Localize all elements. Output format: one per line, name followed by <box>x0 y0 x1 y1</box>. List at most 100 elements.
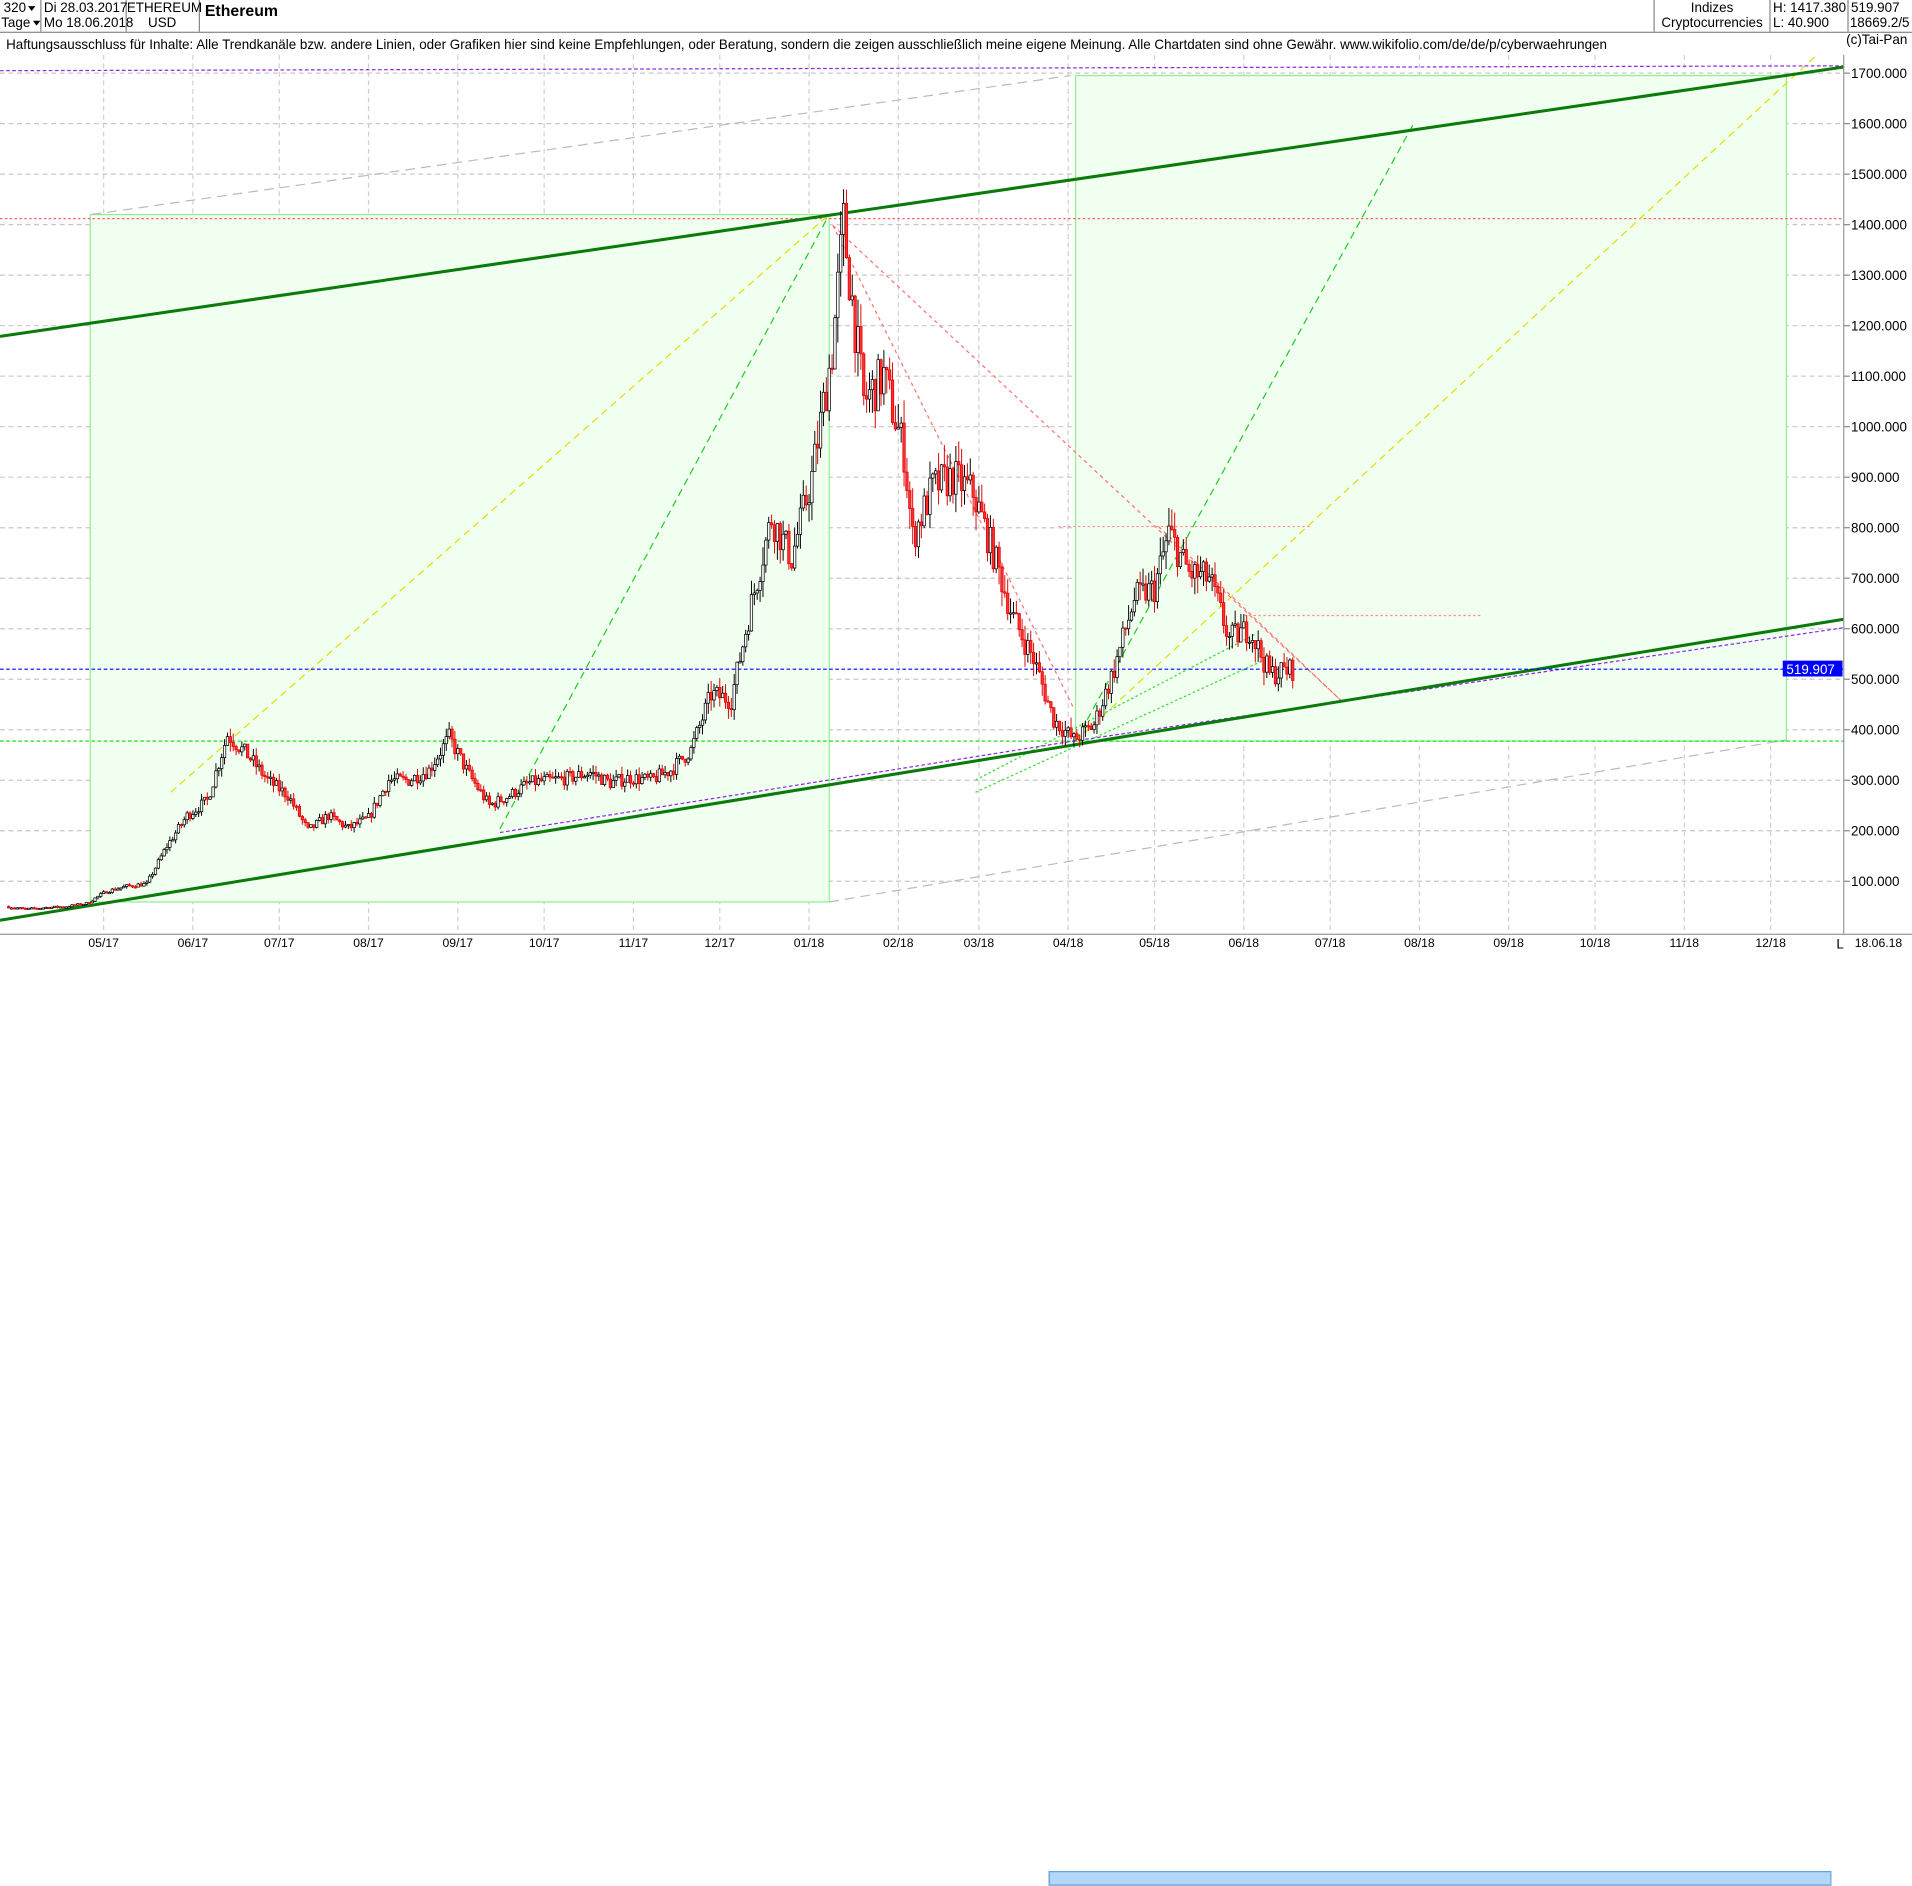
candle-down <box>660 768 664 776</box>
candle-down <box>1017 613 1021 630</box>
candle-down <box>853 295 857 353</box>
candle-up <box>948 468 952 497</box>
date-from[interactable]: Di 28.03.2017 <box>43 1 128 16</box>
candle-up <box>1083 725 1088 728</box>
candle-up <box>536 778 540 786</box>
candle-down <box>683 758 687 763</box>
candle-down <box>562 776 566 786</box>
candle-up <box>222 745 227 759</box>
candle-down <box>1057 720 1062 732</box>
candles <box>7 189 1295 910</box>
candle-up <box>626 775 630 783</box>
candle-down <box>559 776 564 779</box>
candle-up <box>70 904 74 908</box>
candle-up <box>30 907 34 910</box>
candle-down <box>778 523 782 551</box>
candle-down <box>407 779 411 786</box>
candle-down <box>885 367 889 371</box>
candle-down <box>1219 592 1223 603</box>
time-scrollbar[interactable] <box>1048 1871 1832 1886</box>
candle-up <box>761 564 765 582</box>
date-to[interactable]: Mo 18.06.2018 <box>43 15 134 31</box>
candle-down <box>865 395 869 400</box>
candle-down <box>450 728 454 740</box>
candle-up <box>1109 670 1113 694</box>
copyright: (c)Tai-Pan <box>1846 32 1908 48</box>
candle-up <box>807 502 811 506</box>
candle-down <box>470 769 474 780</box>
y-tick-label: 1000.000 <box>1851 420 1907 435</box>
axis-end-marker[interactable]: L <box>1836 937 1844 952</box>
price-chart[interactable]: 100.000 200.000 300.000 400.000 500.000 600.0… <box>0 0 1912 952</box>
candle-down <box>467 764 471 771</box>
green-dashed-2 <box>1074 121 1416 742</box>
candle-down <box>1006 592 1010 614</box>
candle-up <box>136 883 140 888</box>
candle-up <box>565 771 569 786</box>
candle-down <box>297 806 302 817</box>
candle-up <box>309 824 313 828</box>
candle-up <box>274 780 278 786</box>
candle-up <box>1072 733 1076 738</box>
candle-down <box>1216 586 1220 594</box>
candle-down <box>594 772 598 777</box>
candle-up <box>939 464 944 491</box>
x-tick-label: 06/18 <box>1228 937 1260 951</box>
candle-down <box>1049 701 1053 709</box>
candle-up <box>436 758 440 765</box>
candle-up <box>289 798 293 801</box>
y-tick-label: 900.000 <box>1851 470 1899 485</box>
candle-down <box>1282 662 1286 668</box>
candle-up <box>96 895 100 899</box>
candle-down <box>1170 525 1174 530</box>
candle-down <box>830 367 834 370</box>
candle-up <box>389 779 394 782</box>
candle-up <box>603 774 607 785</box>
candle-up <box>510 788 515 797</box>
candle-down <box>983 511 987 519</box>
candle-up <box>280 787 284 792</box>
candle-up <box>876 359 880 412</box>
candle-down <box>862 353 866 397</box>
period-selector[interactable]: 320 Tage <box>0 0 42 32</box>
candle-down <box>1124 627 1128 630</box>
candle-up <box>732 684 736 711</box>
candle-up <box>53 905 57 908</box>
candle-up <box>1181 548 1185 554</box>
candle-down <box>246 743 250 759</box>
period-unit-dropdown[interactable]: Tage <box>1 16 41 30</box>
y-tick-label: 300.000 <box>1851 773 1899 788</box>
candle-up <box>352 822 356 829</box>
candle-down <box>303 819 307 823</box>
candle-down <box>1273 666 1278 685</box>
candle-up <box>554 776 558 779</box>
x-tick-label: 05/17 <box>88 937 119 951</box>
candle-down <box>1268 655 1272 673</box>
candle-up <box>585 774 589 778</box>
candle-up <box>225 736 230 746</box>
period-value-dropdown[interactable]: 320 <box>4 1 36 16</box>
candle-down <box>237 749 241 753</box>
candle-up <box>387 780 391 793</box>
candle-up <box>798 507 802 535</box>
candle-up <box>41 907 45 910</box>
candle-up <box>1066 727 1070 731</box>
x-tick-label: 09/18 <box>1493 937 1524 951</box>
y-tick-label: 1700.000 <box>1851 66 1907 81</box>
candle-up <box>712 690 716 701</box>
candle-up <box>9 907 14 910</box>
candle-up <box>752 592 756 595</box>
candle-up <box>81 903 86 906</box>
candle-up <box>421 774 425 782</box>
y-tick-label: 1100.000 <box>1851 369 1906 384</box>
candle-up <box>1201 561 1206 572</box>
candle-up <box>698 724 702 728</box>
candle-down <box>292 798 296 807</box>
period-value: 320 <box>3 1 27 16</box>
candle-down <box>404 776 408 781</box>
candle-down <box>1175 537 1180 567</box>
candle-down <box>332 812 336 817</box>
candle-down <box>1236 623 1240 643</box>
candle-up <box>968 474 972 481</box>
candle-up <box>159 855 163 861</box>
